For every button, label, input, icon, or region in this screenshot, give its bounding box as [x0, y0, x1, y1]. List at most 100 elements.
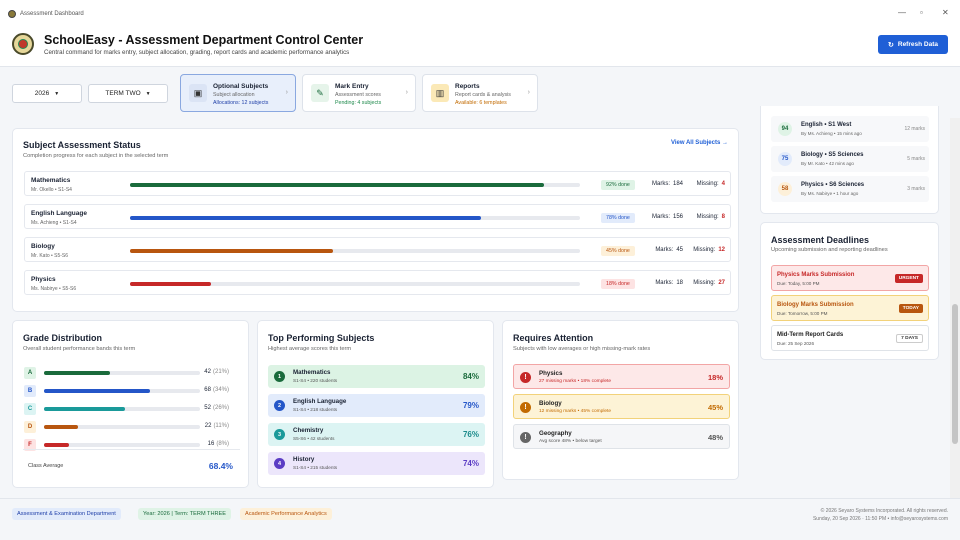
grade-fill [44, 425, 79, 429]
nav-card-optional-subjects[interactable]: ▣ Optional Subjects Subject allocation A… [180, 74, 296, 112]
top-subject-item[interactable]: 4 History S1-S4 • 215 students 74% [268, 452, 485, 475]
marks-label: Marks: [655, 247, 674, 253]
deadline-name: Biology Marks Submission [777, 302, 854, 308]
subject-row[interactable]: English Language Ms. Achieng • S1-S4 78% d… [24, 204, 731, 229]
card-title: Subject Assessment Status [23, 140, 141, 150]
grade-badge: F [24, 439, 36, 451]
chart-icon: ▥ [431, 84, 449, 102]
grade-track [44, 371, 200, 375]
grade-percent: (11%) [213, 423, 229, 429]
nav-card-sub: Report cards & analysis [455, 92, 511, 98]
recent-entry[interactable]: 94 English • S1 West By Ms. Achieng • 15 m… [771, 116, 929, 142]
chevron-down-icon: ▼ [145, 90, 151, 97]
deadline-item[interactable]: Mid-Term Report Cards Due: 25 Sep 2026 7 D… [771, 325, 929, 351]
grade-badge: C [24, 403, 36, 415]
entry-name: Biology • S5 Sciences [801, 152, 864, 158]
grade-row: C 52 (26%) [24, 403, 239, 415]
grade-count-value: 42 [204, 369, 211, 375]
top-subject-item[interactable]: 2 English Language S1-S4 • 218 students 79% [268, 394, 485, 417]
entry-marks: 12 marks [904, 126, 925, 132]
attention-item[interactable]: ! Geography Avg score 48% • below target 48… [513, 424, 730, 449]
marks-value: 156 [672, 214, 683, 220]
deadline-name: Mid-Term Report Cards [777, 332, 844, 338]
grade-row: D 22 (11%) [24, 421, 239, 433]
subject-value: 18% [707, 373, 723, 382]
status-badge: 18% done [601, 279, 635, 289]
attention-card: Requires Attention Subjects with low ave… [502, 320, 739, 480]
deadline-due: Due: Tomorrow, 5:00 PM [777, 311, 828, 316]
subject-row[interactable]: Biology Mr. Kato • S5-S6 45% done Marks: 45 M… [24, 237, 731, 262]
nav-card-title: Reports [455, 83, 480, 90]
chevron-right-icon: › [527, 89, 530, 96]
grade-count-value: 22 [204, 423, 212, 429]
minimize-icon[interactable]: — [898, 8, 906, 17]
deadline-item[interactable]: Physics Marks Submission Due: Today, 5:00… [771, 265, 929, 291]
subject-value: 45% [707, 403, 723, 412]
nav-card-sub: Assessment scores [335, 92, 381, 98]
deadline-badge: TODAY [898, 304, 923, 313]
rank-badge: 4 [274, 458, 285, 469]
grade-count-value: 16 [207, 441, 215, 447]
subject-score: 74% [462, 459, 479, 468]
nav-card-mark-entry[interactable]: ✎ Mark Entry Assessment scores Pending: … [302, 74, 416, 112]
close-icon[interactable]: ✕ [942, 8, 949, 17]
refresh-button[interactable]: ↻ Refresh Data [878, 35, 948, 54]
attention-item[interactable]: ! Biology 12 missing marks • 45% complete 4… [513, 394, 730, 419]
subject-row[interactable]: Mathematics Mr. Okello • S1-S4 92% done Mar… [24, 171, 731, 196]
marks-count: Marks: 45 [651, 247, 683, 253]
top-subjects-card: Top Performing Subjects Highest average … [257, 320, 494, 488]
deadline-name: Physics Marks Submission [777, 272, 855, 278]
marks-value: 184 [672, 181, 683, 187]
missing-value: 27 [718, 280, 725, 286]
card-title: Top Performing Subjects [268, 333, 375, 343]
window-title: Assessment Dashboard [20, 11, 84, 17]
deadline-item[interactable]: Biology Marks Submission Due: Tomorrow, 5… [771, 295, 929, 321]
card-subtitle: Overall student performance bands this t… [23, 346, 136, 352]
scrollbar-thumb[interactable] [952, 304, 958, 444]
copyright-text: © 2026 Seyaro Systems Incorporated. All … [820, 508, 948, 514]
grade-count: 42 (21%) [199, 369, 229, 375]
deadline-due: Due: 25 Sep 2026 [777, 341, 815, 346]
grade-percent: (8%) [216, 441, 229, 447]
school-logo [12, 33, 34, 55]
progress-track [130, 216, 580, 220]
status-badge: 45% done [601, 246, 635, 256]
progress-fill [130, 216, 481, 220]
subject-issue: 12 missing marks • 45% complete [539, 409, 612, 414]
status-badge: 92% done [601, 180, 635, 190]
deadline-badge: 7 DAYS [896, 334, 923, 343]
card-subtitle: Upcoming submission and reporting deadli… [771, 247, 888, 253]
year-select[interactable]: 2026 ▼ [12, 84, 82, 103]
grade-count: 52 (26%) [199, 405, 229, 411]
missing-label: Missing: [696, 181, 719, 187]
subject-name: Biology [539, 400, 562, 407]
top-subject-item[interactable]: 3 Chemistry S5-S6 • 42 students 76% [268, 423, 485, 446]
app-header: SchoolEasy - Assessment Department Contr… [0, 28, 960, 66]
recent-entry[interactable]: 75 Biology • S5 Sciences By Mr. Kato • 42 … [771, 146, 929, 172]
maximize-icon[interactable]: ▫ [920, 8, 923, 17]
recent-entry[interactable]: 58 Physics • S6 Sciences By Ms. Nabirye • … [771, 176, 929, 202]
scrollbar[interactable] [950, 118, 960, 498]
subject-teacher: Ms. Achieng • S1-S4 [31, 220, 77, 226]
subject-row[interactable]: Physics Ms. Nabirye • S5-S6 18% done Marks:… [24, 270, 731, 295]
chevron-right-icon: › [405, 89, 408, 96]
subject-meta: S1-S4 • 220 students [293, 378, 338, 383]
attention-item[interactable]: ! Physics 27 missing marks • 18% complete 1… [513, 364, 730, 389]
subject-score: 76% [462, 430, 479, 439]
subject-teacher: Mr. Okello • S1-S4 [31, 187, 72, 193]
term-select[interactable]: TERM TWO ▼ [88, 84, 168, 103]
refresh-icon: ↻ [888, 41, 894, 49]
subject-teacher: Mr. Kato • S5-S6 [31, 253, 69, 259]
nav-card-reports[interactable]: ▥ Reports Report cards & analysis Availa… [422, 74, 538, 112]
footer-tag: Academic Performance Analytics [240, 508, 332, 520]
score-badge: 75 [778, 152, 792, 166]
grade-row: A 42 (21%) [24, 367, 239, 379]
marks-value: 45 [676, 247, 683, 253]
subject-meta: S1-S4 • 218 students [293, 407, 338, 412]
subject-name: History [293, 456, 315, 463]
view-all-subjects-link[interactable]: View All Subjects → [670, 140, 728, 146]
alert-icon: ! [520, 372, 531, 383]
card-title: Assessment Deadlines [771, 235, 870, 245]
top-subject-item[interactable]: 1 Mathematics S1-S4 • 220 students 84% [268, 365, 485, 388]
app-icon [8, 10, 16, 18]
